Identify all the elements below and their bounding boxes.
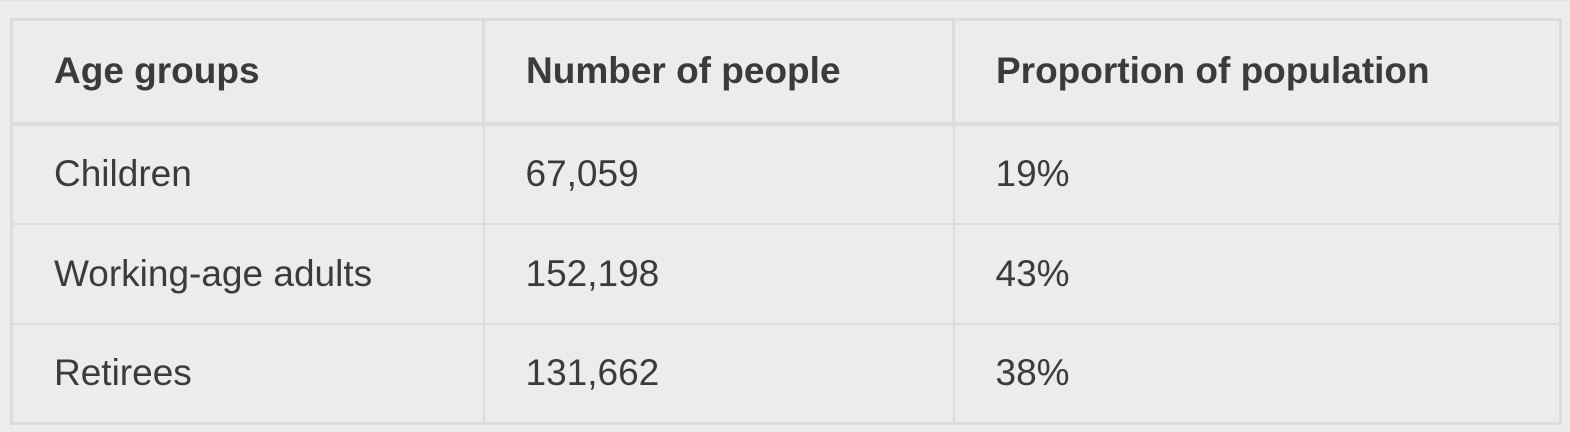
table-header-row: Age groups Number of people Proportion o… xyxy=(11,19,1561,126)
cell-age-group: Working-age adults xyxy=(11,223,485,325)
cell-proportion: 38% xyxy=(995,352,1070,394)
cell-number-of-people: 131,662 xyxy=(483,323,955,424)
cell-age-group: Children xyxy=(11,123,485,225)
table-row: Retirees 131,662 38% xyxy=(11,323,1561,424)
table-row: Working-age adults 152,198 43% xyxy=(11,223,1561,325)
cell-age-group: Retirees xyxy=(11,323,485,424)
cell-proportion: 19% xyxy=(953,123,1561,225)
table-row: Children 67,059 19% xyxy=(11,123,1561,225)
population-table: Age groups Number of people Proportion o… xyxy=(10,18,1562,425)
cell-number-of-people: 67,059 xyxy=(483,123,955,225)
column-header-number-of-people: Number of people xyxy=(483,19,955,126)
cell-proportion: 43% xyxy=(953,223,1561,325)
column-header-proportion: Proportion of population xyxy=(953,19,1561,126)
cell-number-of-people: 152,198 xyxy=(483,223,955,325)
column-header-age-groups: Age groups xyxy=(11,19,485,126)
